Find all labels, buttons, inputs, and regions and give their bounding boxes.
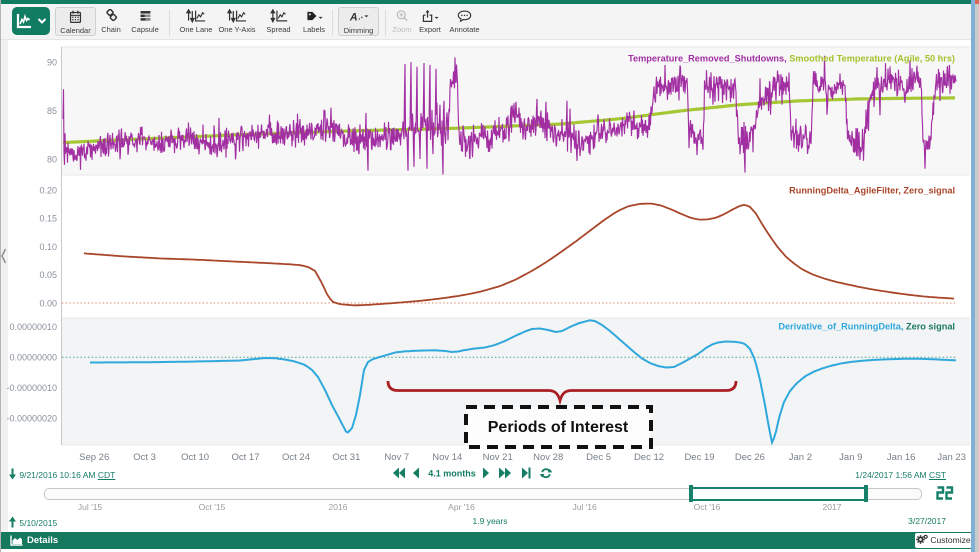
- svg-text:Dec 19: Dec 19: [684, 452, 714, 463]
- svg-text:Dec 5: Dec 5: [586, 452, 611, 463]
- svg-text:Nov 28: Nov 28: [533, 452, 563, 463]
- svg-text:Jan 23: Jan 23: [937, 452, 966, 463]
- svg-text:Temperature_Removed_Shutdowns,: Temperature_Removed_Shutdowns, Smoothed …: [628, 54, 955, 64]
- svg-text:-0.00000020: -0.00000020: [6, 414, 57, 424]
- svg-text:A: A: [348, 12, 357, 24]
- svg-text:0.15: 0.15: [39, 214, 57, 224]
- svg-text:0.00000010: 0.00000010: [9, 322, 57, 332]
- svg-text:Jan 16: Jan 16: [887, 452, 916, 463]
- svg-text:85: 85: [47, 106, 57, 116]
- svg-text:0.00: 0.00: [39, 299, 57, 309]
- svg-text:0.20: 0.20: [39, 186, 57, 196]
- svg-text:Nov 21: Nov 21: [483, 452, 513, 463]
- svg-text:Dec 26: Dec 26: [735, 452, 765, 463]
- svg-text:Derivative_of_RunningDelta, Ze: Derivative_of_RunningDelta, Zero signal: [778, 322, 955, 332]
- svg-text:0.00000000: 0.00000000: [9, 353, 57, 363]
- svg-text:Oct 10: Oct 10: [181, 452, 209, 463]
- svg-text:Periods of Interest: Periods of Interest: [488, 419, 629, 436]
- svg-text:Nov 7: Nov 7: [384, 452, 409, 463]
- svg-text:Dec 12: Dec 12: [634, 452, 664, 463]
- svg-text:Sep 26: Sep 26: [79, 452, 109, 463]
- svg-text:Oct 3: Oct 3: [133, 452, 156, 463]
- svg-text:Oct 24: Oct 24: [282, 452, 310, 463]
- svg-text:Jan 2: Jan 2: [789, 452, 812, 463]
- svg-text:Oct 17: Oct 17: [232, 452, 260, 463]
- svg-text:-0.00000010: -0.00000010: [6, 383, 57, 393]
- svg-text:0.10: 0.10: [39, 242, 57, 252]
- svg-text:80: 80: [47, 155, 57, 165]
- svg-text:Oct 31: Oct 31: [332, 452, 360, 463]
- svg-text:0.05: 0.05: [39, 270, 57, 280]
- svg-text:Nov 14: Nov 14: [432, 452, 462, 463]
- svg-text:RunningDelta_AgileFilter, Zero: RunningDelta_AgileFilter, Zero_signal: [789, 186, 955, 196]
- svg-text:4.1 months: 4.1 months: [428, 469, 476, 479]
- svg-text:Jan 9: Jan 9: [839, 452, 862, 463]
- svg-text:90: 90: [47, 58, 57, 68]
